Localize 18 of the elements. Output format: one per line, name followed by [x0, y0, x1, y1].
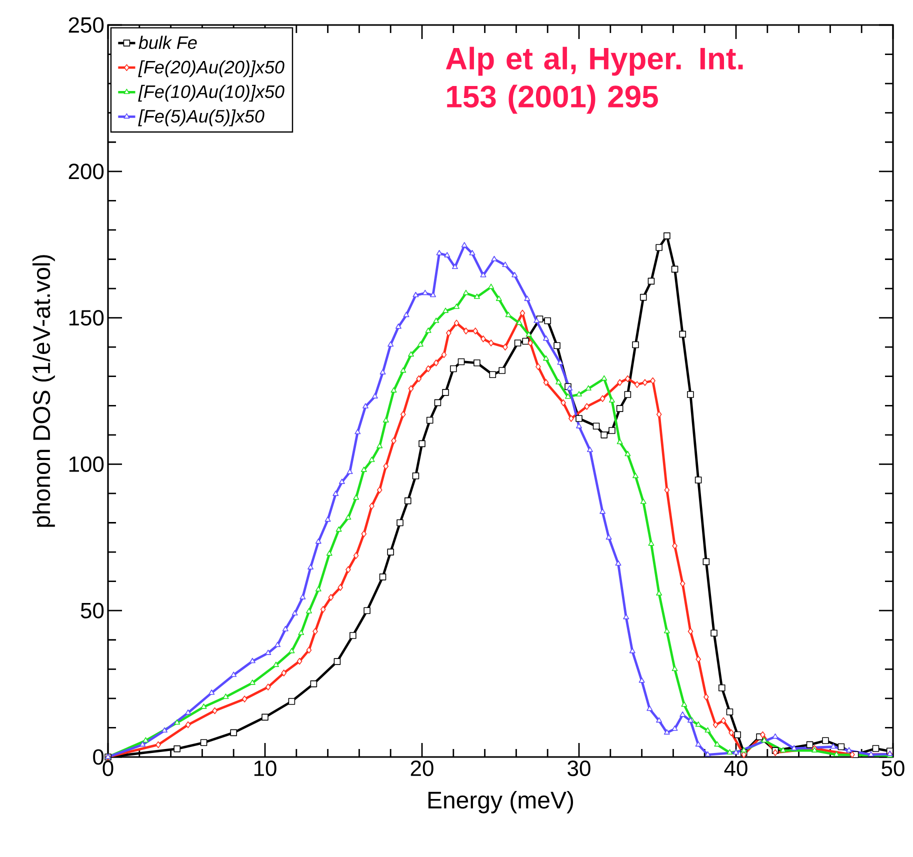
- y-tick-label: 150: [69, 310, 104, 326]
- x-axis-title: Energy (meV): [428, 790, 574, 814]
- y-tick-label: 100: [69, 456, 104, 472]
- x-tick-label: 30: [568, 760, 590, 776]
- y-tick-label: 50: [80, 602, 104, 618]
- legend-label: [Fe(5)Au(5)]x50: [138, 109, 264, 126]
- legend-label: [Fe(20)Au(20)]x50: [138, 60, 284, 78]
- legend-label: [Fe(10)Au(10)]x50: [138, 84, 284, 102]
- annotation: Alp et al, Hyper. Int. 153 (2001) 295: [446, 46, 743, 114]
- legend-label: bulk Fe: [138, 36, 197, 50]
- y-tick-label: 200: [68, 164, 104, 180]
- y-tick-label: 0: [93, 749, 104, 765]
- x-tick-label: 50: [882, 760, 904, 776]
- y-axis-title: phonon DOS (1/eV-at.vol): [32, 255, 55, 527]
- x-tick-label: 40: [724, 760, 748, 776]
- y-tick-label: 250: [68, 17, 104, 33]
- x-tick-label: 10: [254, 760, 276, 776]
- x-tick-label: 20: [410, 760, 434, 776]
